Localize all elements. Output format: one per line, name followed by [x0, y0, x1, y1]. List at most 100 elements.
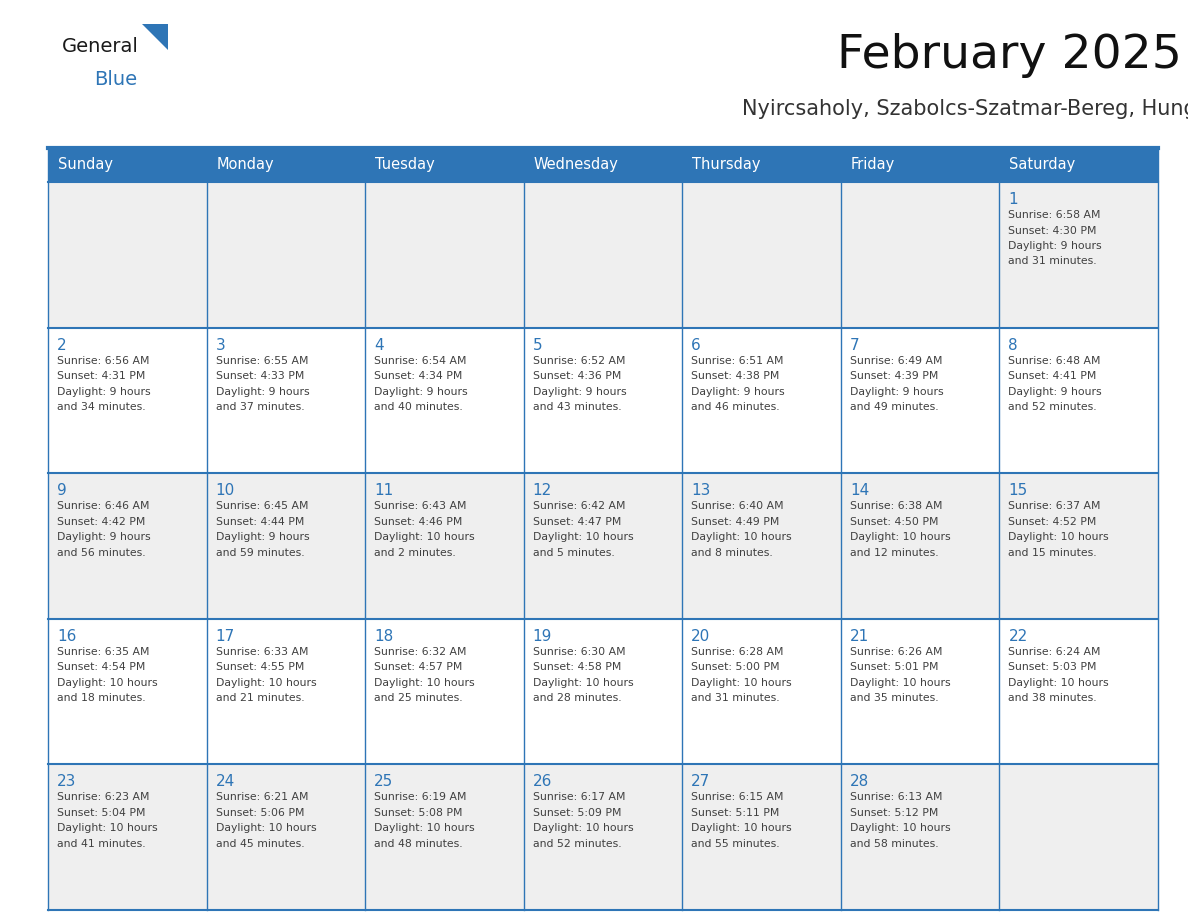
Text: February 2025: February 2025: [838, 33, 1182, 78]
Text: Sunrise: 6:30 AM: Sunrise: 6:30 AM: [532, 647, 625, 656]
Text: Daylight: 9 hours: Daylight: 9 hours: [691, 386, 785, 397]
Text: Daylight: 10 hours: Daylight: 10 hours: [215, 823, 316, 834]
Text: Daylight: 9 hours: Daylight: 9 hours: [57, 386, 151, 397]
Text: Sunset: 4:52 PM: Sunset: 4:52 PM: [1009, 517, 1097, 527]
Text: and 55 minutes.: and 55 minutes.: [691, 839, 779, 849]
Text: Sunset: 4:47 PM: Sunset: 4:47 PM: [532, 517, 621, 527]
Text: Daylight: 10 hours: Daylight: 10 hours: [215, 677, 316, 688]
Text: Daylight: 10 hours: Daylight: 10 hours: [532, 532, 633, 543]
Text: Daylight: 9 hours: Daylight: 9 hours: [374, 386, 468, 397]
Text: Sunrise: 6:45 AM: Sunrise: 6:45 AM: [215, 501, 308, 511]
Text: Sunset: 5:11 PM: Sunset: 5:11 PM: [691, 808, 779, 818]
Text: and 46 minutes.: and 46 minutes.: [691, 402, 779, 412]
Text: Sunrise: 6:28 AM: Sunrise: 6:28 AM: [691, 647, 784, 656]
Text: Daylight: 10 hours: Daylight: 10 hours: [374, 823, 475, 834]
Bar: [48, 182, 1158, 328]
Text: Daylight: 10 hours: Daylight: 10 hours: [374, 532, 475, 543]
Text: 5: 5: [532, 338, 543, 353]
Text: Sunset: 4:31 PM: Sunset: 4:31 PM: [57, 371, 145, 381]
Text: and 31 minutes.: and 31 minutes.: [1009, 256, 1097, 266]
Text: Daylight: 10 hours: Daylight: 10 hours: [57, 823, 158, 834]
Text: Sunrise: 6:55 AM: Sunrise: 6:55 AM: [215, 355, 308, 365]
Text: and 43 minutes.: and 43 minutes.: [532, 402, 621, 412]
Text: Daylight: 9 hours: Daylight: 9 hours: [849, 386, 943, 397]
Text: Blue: Blue: [94, 70, 137, 89]
Text: 16: 16: [57, 629, 76, 644]
Text: Sunset: 5:12 PM: Sunset: 5:12 PM: [849, 808, 939, 818]
Text: Sunrise: 6:19 AM: Sunrise: 6:19 AM: [374, 792, 467, 802]
Text: 8: 8: [1009, 338, 1018, 353]
Text: 4: 4: [374, 338, 384, 353]
Bar: [48, 148, 1158, 182]
Text: and 21 minutes.: and 21 minutes.: [215, 693, 304, 703]
Text: Sunset: 5:00 PM: Sunset: 5:00 PM: [691, 662, 779, 672]
Text: Sunset: 4:54 PM: Sunset: 4:54 PM: [57, 662, 145, 672]
Text: 25: 25: [374, 775, 393, 789]
Text: Nyircsaholy, Szabolcs-Szatmar-Bereg, Hungary: Nyircsaholy, Szabolcs-Szatmar-Bereg, Hun…: [741, 99, 1188, 119]
Text: 10: 10: [215, 483, 235, 498]
Text: and 38 minutes.: and 38 minutes.: [1009, 693, 1097, 703]
Text: Sunrise: 6:51 AM: Sunrise: 6:51 AM: [691, 355, 784, 365]
Text: Sunset: 4:39 PM: Sunset: 4:39 PM: [849, 371, 939, 381]
Text: Sunset: 4:30 PM: Sunset: 4:30 PM: [1009, 226, 1097, 236]
Text: Sunrise: 6:26 AM: Sunrise: 6:26 AM: [849, 647, 942, 656]
Text: 26: 26: [532, 775, 552, 789]
Text: Daylight: 9 hours: Daylight: 9 hours: [215, 532, 309, 543]
Text: 19: 19: [532, 629, 552, 644]
Text: Sunrise: 6:42 AM: Sunrise: 6:42 AM: [532, 501, 625, 511]
Text: 15: 15: [1009, 483, 1028, 498]
Text: 28: 28: [849, 775, 870, 789]
Text: Sunset: 4:38 PM: Sunset: 4:38 PM: [691, 371, 779, 381]
Text: Sunrise: 6:24 AM: Sunrise: 6:24 AM: [1009, 647, 1101, 656]
Text: 1: 1: [1009, 192, 1018, 207]
Text: Daylight: 9 hours: Daylight: 9 hours: [215, 386, 309, 397]
Text: and 2 minutes.: and 2 minutes.: [374, 548, 456, 558]
Text: Wednesday: Wednesday: [533, 158, 619, 173]
Text: 24: 24: [215, 775, 235, 789]
Text: Sunset: 5:01 PM: Sunset: 5:01 PM: [849, 662, 939, 672]
Text: Sunrise: 6:43 AM: Sunrise: 6:43 AM: [374, 501, 467, 511]
Text: 13: 13: [691, 483, 710, 498]
Text: Sunset: 4:34 PM: Sunset: 4:34 PM: [374, 371, 462, 381]
Bar: [48, 619, 1158, 765]
Text: Sunset: 4:42 PM: Sunset: 4:42 PM: [57, 517, 145, 527]
Text: 17: 17: [215, 629, 235, 644]
Polygon shape: [143, 24, 168, 50]
Text: Sunset: 5:04 PM: Sunset: 5:04 PM: [57, 808, 145, 818]
Text: Daylight: 10 hours: Daylight: 10 hours: [849, 532, 950, 543]
Text: Sunset: 5:09 PM: Sunset: 5:09 PM: [532, 808, 621, 818]
Text: Sunrise: 6:33 AM: Sunrise: 6:33 AM: [215, 647, 308, 656]
Text: and 5 minutes.: and 5 minutes.: [532, 548, 614, 558]
Text: Daylight: 9 hours: Daylight: 9 hours: [1009, 386, 1102, 397]
Text: and 15 minutes.: and 15 minutes.: [1009, 548, 1097, 558]
Text: Sunrise: 6:38 AM: Sunrise: 6:38 AM: [849, 501, 942, 511]
Text: Sunset: 5:08 PM: Sunset: 5:08 PM: [374, 808, 462, 818]
Text: Sunrise: 6:48 AM: Sunrise: 6:48 AM: [1009, 355, 1101, 365]
Text: Thursday: Thursday: [693, 158, 760, 173]
Text: 6: 6: [691, 338, 701, 353]
Text: Daylight: 9 hours: Daylight: 9 hours: [1009, 241, 1102, 251]
Text: Sunset: 4:44 PM: Sunset: 4:44 PM: [215, 517, 304, 527]
Text: Daylight: 10 hours: Daylight: 10 hours: [849, 677, 950, 688]
Text: Sunset: 4:58 PM: Sunset: 4:58 PM: [532, 662, 621, 672]
Text: Sunday: Sunday: [58, 158, 113, 173]
Bar: [48, 473, 1158, 619]
Text: 23: 23: [57, 775, 76, 789]
Text: and 25 minutes.: and 25 minutes.: [374, 693, 463, 703]
Text: 12: 12: [532, 483, 552, 498]
Text: 14: 14: [849, 483, 870, 498]
Text: and 28 minutes.: and 28 minutes.: [532, 693, 621, 703]
Text: and 41 minutes.: and 41 minutes.: [57, 839, 146, 849]
Text: 20: 20: [691, 629, 710, 644]
Text: 2: 2: [57, 338, 67, 353]
Text: and 58 minutes.: and 58 minutes.: [849, 839, 939, 849]
Text: 9: 9: [57, 483, 67, 498]
Text: Tuesday: Tuesday: [375, 158, 435, 173]
Text: Sunset: 4:33 PM: Sunset: 4:33 PM: [215, 371, 304, 381]
Text: Sunrise: 6:49 AM: Sunrise: 6:49 AM: [849, 355, 942, 365]
Text: Daylight: 10 hours: Daylight: 10 hours: [57, 677, 158, 688]
Text: 7: 7: [849, 338, 859, 353]
Text: General: General: [62, 37, 139, 56]
Text: Sunset: 4:49 PM: Sunset: 4:49 PM: [691, 517, 779, 527]
Text: and 35 minutes.: and 35 minutes.: [849, 693, 939, 703]
